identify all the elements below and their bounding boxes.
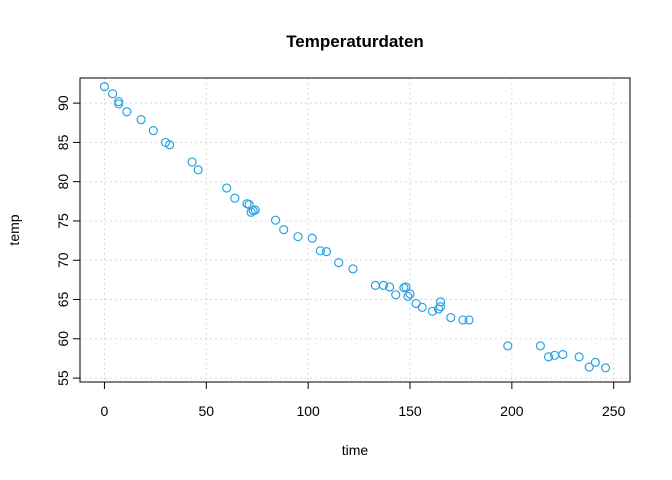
- data-point: [535, 341, 545, 351]
- data-point: [270, 215, 281, 225]
- data-point: [403, 291, 413, 301]
- plot-frame: [79, 77, 631, 383]
- data-point: [385, 282, 395, 292]
- data-point: [405, 289, 415, 299]
- y-tick-label-0: 55: [55, 370, 71, 386]
- data-point: [114, 96, 124, 107]
- data-point: [558, 349, 568, 360]
- data-point: [417, 302, 427, 312]
- x-tick-label-4: 200: [500, 403, 524, 419]
- y-axis: 55 60 65 70 75 80 85 90: [55, 95, 81, 386]
- x-tick-label-0: 0: [101, 403, 109, 419]
- data-point: [574, 352, 584, 362]
- x-tick-label-2: 100: [296, 403, 320, 419]
- data-point: [370, 280, 380, 290]
- data-point: [193, 165, 203, 175]
- y-tick-label-3: 70: [55, 252, 71, 268]
- data-point: [222, 183, 232, 193]
- data-point: [458, 315, 468, 325]
- x-tick-label-1: 50: [199, 403, 215, 419]
- data-point: [401, 282, 411, 292]
- data-point: [446, 312, 456, 323]
- y-tick-label-2: 65: [55, 292, 71, 308]
- x-tick-label-3: 150: [398, 403, 422, 419]
- data-point: [348, 264, 358, 274]
- x-tick-label-5: 250: [602, 403, 626, 419]
- x-axis: 0 50 100 150 200 250: [101, 381, 626, 419]
- y-tick-label-7: 90: [55, 95, 71, 111]
- y-tick-label-6: 85: [55, 134, 71, 150]
- data-point: [230, 193, 240, 203]
- data-point: [165, 140, 175, 150]
- data-point: [464, 315, 474, 325]
- data-point: [315, 246, 325, 256]
- data-point: [107, 89, 118, 99]
- data-point: [99, 82, 110, 92]
- data-point: [378, 280, 389, 290]
- data-point: [136, 115, 146, 125]
- y-tick-label-5: 80: [55, 174, 71, 190]
- grid-lines: [80, 78, 630, 382]
- data-point: [148, 126, 158, 136]
- chart-title: Temperaturdaten: [286, 32, 424, 51]
- data-point: [114, 99, 124, 109]
- data-point: [293, 232, 303, 242]
- y-axis-label: temp: [6, 214, 22, 245]
- y-tick-label-1: 60: [55, 331, 71, 347]
- data-point: [391, 290, 401, 300]
- data-point: [250, 205, 260, 215]
- y-tick-label-4: 75: [55, 213, 71, 229]
- data-point: [334, 257, 344, 268]
- data-point: [543, 352, 554, 362]
- data-point: [600, 363, 611, 373]
- data-point: [279, 225, 289, 235]
- data-points: [99, 82, 611, 373]
- data-point: [307, 233, 317, 243]
- data-point: [584, 362, 594, 372]
- data-point: [435, 297, 446, 307]
- data-point: [503, 341, 513, 351]
- x-axis-label: time: [342, 442, 369, 458]
- data-point: [590, 357, 600, 367]
- data-point: [321, 247, 332, 257]
- data-point: [435, 301, 446, 312]
- data-point: [122, 107, 132, 117]
- data-point: [427, 306, 438, 316]
- data-point: [187, 157, 197, 167]
